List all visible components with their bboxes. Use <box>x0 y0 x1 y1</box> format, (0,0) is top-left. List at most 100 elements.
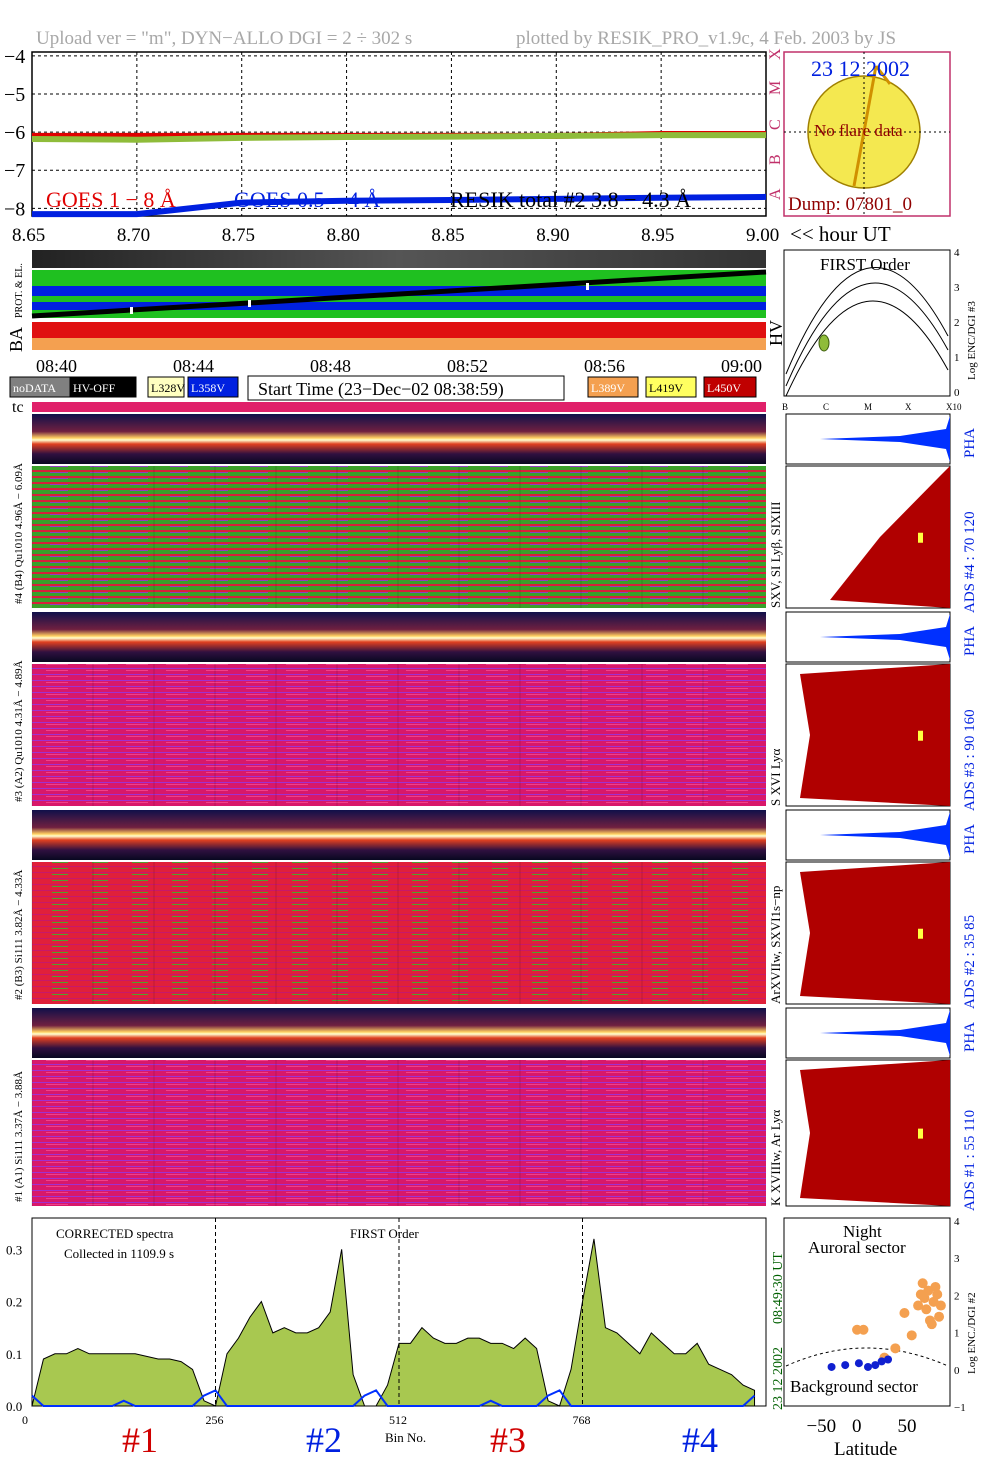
spectrum-area <box>31 1238 756 1407</box>
spectrogram <box>32 862 766 1004</box>
latitude-point <box>884 1355 893 1364</box>
goes-ytick: −4 <box>4 46 25 68</box>
bin-label-3: #3 <box>490 1420 526 1460</box>
latitude-xtick: 50 <box>898 1416 917 1437</box>
time-ticks: 08:40 08:44 08:48 08:52 08:56 09:00 <box>36 356 762 376</box>
bin-label-2: #2 <box>306 1420 342 1460</box>
first-order-title: FIRST Order <box>820 255 910 274</box>
prot-mark-1 <box>130 307 133 314</box>
latitude-point <box>934 1311 945 1322</box>
latitude-ytick: 4 <box>954 1216 960 1228</box>
spectra-xlabel: Bin No. <box>385 1430 426 1445</box>
fo-xtick: X <box>905 402 912 412</box>
legend-box: L328V <box>147 376 185 398</box>
hv-label: HV <box>766 320 786 346</box>
line-label: K XVIIIw, Ar Lyα <box>768 1110 783 1206</box>
time-tick: 08:44 <box>173 356 214 376</box>
fo-ytick: 2 <box>954 317 960 329</box>
channel-strips: #4 (B4) Qu1010 4.96Å − 6.09Å PHA ADS #4 : … <box>13 413 978 1211</box>
time-tick: 08:40 <box>36 356 77 376</box>
spectra-ytick: 0.3 <box>6 1242 22 1257</box>
channel-2: #2 (B3) Si111 3.82Å − 4.33Å PHA ADS #2 : 3… <box>13 809 978 1009</box>
spectrogram <box>32 664 766 806</box>
legend-swatch <box>69 376 137 398</box>
legend-swatch <box>187 376 239 398</box>
auroral-label: Auroral sector <box>808 1238 906 1257</box>
latitude-point <box>841 1361 850 1370</box>
latitude-point <box>877 1357 886 1366</box>
hv-strip-orange <box>32 338 766 350</box>
fo-xtick: M <box>864 402 872 412</box>
pha-label: PHA <box>962 824 978 854</box>
night-title: Night <box>843 1222 882 1241</box>
prot-mark-3 <box>586 283 589 290</box>
prot-mark-2 <box>248 300 251 307</box>
first-order-curve-1 <box>785 300 949 397</box>
background-curve <box>785 1347 949 1367</box>
legend-label: L419V <box>649 381 683 395</box>
sun-track-2 <box>874 65 892 85</box>
channel-3: #3 (A2) Qu1010 4.31Å − 4.89Å PHA ADS #3 : … <box>13 611 978 811</box>
legend-box: HV-OFF <box>69 376 137 398</box>
latitude-ytick: −1 <box>954 1402 966 1414</box>
legend-label: L328V <box>151 381 185 395</box>
sun-dump: Dump: 07801_0 <box>788 194 912 215</box>
bin-label-1: #1 <box>122 1420 158 1460</box>
legend-box: L358V <box>187 376 239 398</box>
goes-panel: −4 −5 −6 −7 −8 8.65 8.70 8.75 8.80 8.85 8.90 8.95 9… <box>4 46 891 246</box>
time-tick: 09:00 <box>721 356 762 376</box>
fo-ytick: 3 <box>954 282 960 294</box>
latitude-point <box>906 1330 917 1341</box>
spectra-date-stamp: 23 12 2002 <box>771 1347 786 1410</box>
legend-box: noDATA <box>9 376 73 398</box>
spectra-xtick: 768 <box>573 1413 591 1427</box>
latitude-points <box>827 1278 946 1371</box>
goes-yticks: −4 −5 −6 −7 −8 <box>4 46 25 221</box>
legend-swatch <box>703 376 757 398</box>
legend-box: L450V <box>703 376 757 398</box>
latitude-point <box>913 1300 924 1311</box>
goes-xtick: 8.70 <box>117 225 150 246</box>
spectra-plot: 0.0 0.1 0.2 0.3 0 256 512 768 <box>6 1218 756 1427</box>
spectra-xtick: 512 <box>389 1413 407 1427</box>
strip-label: #1 (A1) Si111 3.37Å − 3.88Å <box>13 1071 25 1202</box>
goes-xtick: 8.75 <box>222 225 255 246</box>
goes-class-letter: C <box>767 119 784 130</box>
strip-label: #4 (B4) Qu1010 4.96Å − 6.09Å <box>13 463 25 604</box>
goes-class-letter: B <box>767 154 784 165</box>
latitude-xticks: −50 0 50 <box>806 1416 916 1437</box>
header-left: Upload ver = "m", DYN−ALLO DGI = 2 ÷ 302… <box>36 28 412 49</box>
latitude-point <box>935 1300 946 1311</box>
ba-label: BA <box>6 327 26 352</box>
spectra-first-order: FIRST Order <box>350 1226 419 1241</box>
spectra-ytick: 0.2 <box>6 1295 22 1310</box>
spectral-band <box>32 414 766 464</box>
pha-label: PHA <box>962 626 978 656</box>
fo-ytick: 0 <box>954 387 960 399</box>
first-order-ylabel: Log ENC/DGI #3 <box>966 301 978 380</box>
bin-label-4: #4 <box>682 1420 718 1460</box>
legend-swatch <box>645 376 697 398</box>
prot-blue-1 <box>32 286 766 296</box>
latitude-ytick: 0 <box>954 1365 960 1377</box>
sun-panel: 23 12 2002 No flare data Dump: 07801_0 <box>783 51 951 217</box>
line-label: ArXVIIw, SXVI1s−np <box>768 886 783 1004</box>
goes-x-suffix: << hour UT <box>790 222 891 246</box>
line-label: S XVI Lyα <box>768 748 783 806</box>
latitude-point <box>921 1304 932 1315</box>
latitude-ytick: 2 <box>954 1290 960 1302</box>
first-order-frame <box>783 249 951 397</box>
legend-label: HV-OFF <box>73 381 116 395</box>
goes-ytick: −7 <box>4 160 25 182</box>
channel-4: #4 (B4) Qu1010 4.96Å − 6.09Å PHA ADS #4 : … <box>13 413 978 613</box>
legend-goes-short: GOES 0.5 − 4 Å <box>234 187 380 212</box>
ads-marker <box>918 730 923 741</box>
spectra-xtick: 256 <box>206 1413 224 1427</box>
spectrogram <box>32 466 766 608</box>
latitude-xlabel: Latitude <box>834 1439 897 1460</box>
spectral-band <box>32 1008 766 1058</box>
goes-grid <box>32 52 766 216</box>
latitude-point <box>917 1278 928 1289</box>
ads-histogram <box>800 664 950 806</box>
spectra-ytick: 0.1 <box>6 1347 22 1362</box>
